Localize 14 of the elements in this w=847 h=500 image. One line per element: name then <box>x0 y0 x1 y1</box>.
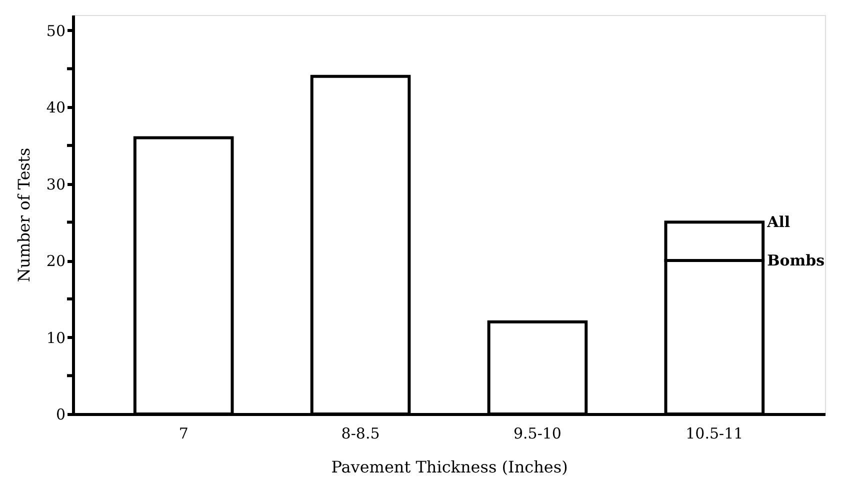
annotation: Bombs <box>767 252 825 270</box>
x-tick-label: 8-8.5 <box>341 424 380 442</box>
y-tick-label: 30 <box>46 175 66 194</box>
annotation: All <box>766 213 790 232</box>
x-axis-title: Pavement Thickness (Inches) <box>331 458 568 476</box>
y-tick-label: 10 <box>46 328 66 347</box>
y-tick-label: 0 <box>56 406 66 424</box>
x-tick-label: 7 <box>178 424 188 442</box>
y-axis-title: Number of Tests <box>14 148 34 282</box>
y-tick-label: 50 <box>46 22 66 40</box>
x-tick-label: 9.5-10 <box>513 424 562 442</box>
x-tick-label: 10.5-11 <box>686 424 744 442</box>
y-tick-label: 20 <box>46 252 66 270</box>
y-tick-label: 40 <box>46 98 66 117</box>
